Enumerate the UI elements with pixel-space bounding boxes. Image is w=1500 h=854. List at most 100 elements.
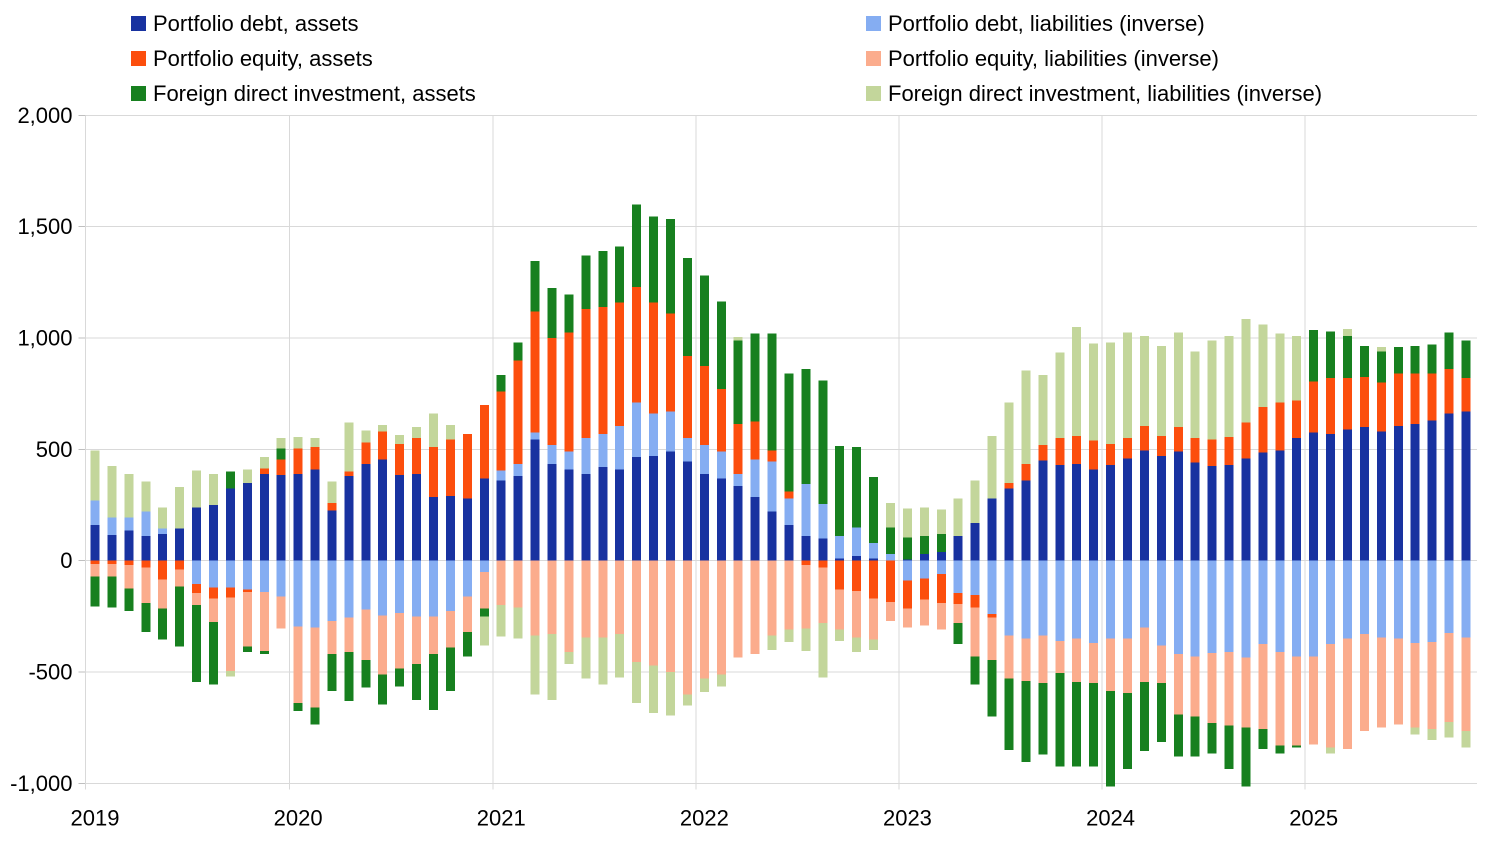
bar-segment xyxy=(513,607,523,639)
bar-segment xyxy=(547,463,557,561)
legend-swatch-portfolio-debt-assets xyxy=(131,16,146,31)
bar-segment xyxy=(835,560,845,590)
bar-segment xyxy=(1292,438,1302,561)
bar-segment xyxy=(530,432,540,440)
bar-segment xyxy=(649,560,659,666)
bar-segment xyxy=(1122,693,1132,769)
bar-segment xyxy=(1173,427,1183,452)
bar-segment xyxy=(1207,723,1217,754)
bar-segment xyxy=(1055,640,1065,674)
bar-segment xyxy=(632,662,642,704)
bar-segment xyxy=(784,491,794,499)
bar-segment xyxy=(141,481,151,512)
bar-segment xyxy=(615,425,625,470)
bar-segment xyxy=(1292,560,1302,657)
bar-segment xyxy=(361,442,371,464)
bar-segment xyxy=(378,459,388,561)
bar-segment xyxy=(1343,378,1353,430)
bar-segment xyxy=(632,286,642,403)
bar-segment xyxy=(1038,374,1048,445)
bar-segment xyxy=(1224,560,1234,652)
bar-segment xyxy=(124,588,134,611)
bar-segment xyxy=(90,564,100,577)
bar-segment xyxy=(208,587,218,599)
bar-segment xyxy=(242,482,252,561)
bar-segment xyxy=(818,380,828,504)
bar-segment xyxy=(479,608,489,617)
bar-segment xyxy=(564,469,574,561)
bar-segment xyxy=(665,560,675,673)
bar-segment xyxy=(1139,682,1149,752)
bar-segment xyxy=(1224,437,1234,465)
bar-segment xyxy=(987,614,997,618)
bar-segment xyxy=(124,530,134,561)
bar-segment xyxy=(547,560,557,635)
bar-segment xyxy=(801,560,811,566)
bar-segment xyxy=(919,560,929,579)
bar-segment xyxy=(1326,331,1336,379)
bar-segment xyxy=(733,423,743,474)
bar-segment xyxy=(835,446,845,537)
bar-segment xyxy=(395,560,405,614)
bar-segment xyxy=(1427,728,1437,740)
bar-segment xyxy=(598,433,608,468)
y-axis-label: 500 xyxy=(36,437,73,462)
bar-segment xyxy=(1292,745,1302,748)
bar-segment xyxy=(1393,560,1403,639)
bar-segment xyxy=(1156,683,1166,743)
bar-segment xyxy=(124,565,134,589)
bar-segment xyxy=(835,536,845,559)
x-axis-label: 2025 xyxy=(1289,805,1338,830)
bar-segment xyxy=(327,502,337,511)
y-axis-label: 2,000 xyxy=(17,103,72,128)
bar-segment xyxy=(175,569,185,587)
bar-segment xyxy=(1224,725,1234,769)
bar-segment xyxy=(564,451,574,470)
bar-segment xyxy=(310,627,320,708)
bar-segment xyxy=(869,560,879,599)
bar-segment xyxy=(242,589,252,592)
bar-segment xyxy=(767,450,777,462)
bar-segment xyxy=(1376,382,1386,432)
bar-segment xyxy=(1326,560,1336,645)
bar-segment xyxy=(310,560,320,628)
bar-segment xyxy=(649,413,659,457)
bar-segment xyxy=(953,623,963,645)
bar-segment xyxy=(852,637,862,652)
bar-segment xyxy=(192,584,202,593)
bar-segment xyxy=(936,560,946,575)
bar-segment xyxy=(852,590,862,638)
bar-segment xyxy=(733,560,743,658)
bar-segment xyxy=(1343,429,1353,561)
bar-segment xyxy=(953,604,963,624)
bar-segment xyxy=(1038,635,1048,684)
bar-segment xyxy=(107,576,117,608)
legend-label: Portfolio equity, assets xyxy=(153,45,373,71)
bar-segment xyxy=(615,634,625,678)
bar-segment xyxy=(1224,651,1234,726)
bar-segment xyxy=(1055,560,1065,641)
bar-segment xyxy=(716,674,726,687)
bar-segment xyxy=(1139,627,1149,683)
legend-swatch-fdi-liabilities xyxy=(866,86,881,101)
bar-segment xyxy=(1207,439,1217,467)
bar-segment xyxy=(699,275,709,366)
y-axis-label: -1,000 xyxy=(10,771,72,796)
bar-segment xyxy=(987,560,997,615)
bar-segment xyxy=(869,542,879,559)
bar-segment xyxy=(496,470,506,481)
bar-segment xyxy=(310,447,320,470)
bar-segment xyxy=(1106,464,1116,561)
bar-segment xyxy=(801,565,811,629)
bar-segment xyxy=(598,467,608,561)
bar-segment xyxy=(1089,343,1099,441)
bar-segment xyxy=(886,560,896,602)
bar-segment xyxy=(361,609,371,660)
bar-segment xyxy=(632,204,642,287)
bar-segment xyxy=(479,560,489,572)
bar-segment xyxy=(208,473,218,506)
bar-segment xyxy=(276,596,286,629)
bar-segment xyxy=(784,525,794,561)
bar-segment xyxy=(192,605,202,683)
bar-segment xyxy=(936,551,946,561)
